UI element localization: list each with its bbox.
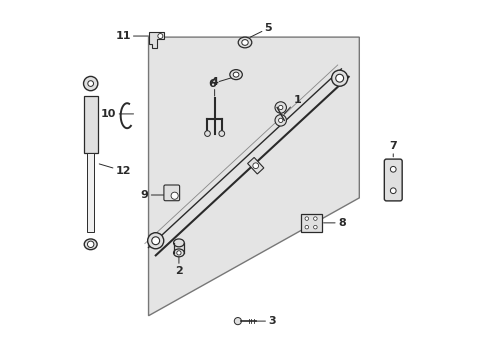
Ellipse shape — [173, 249, 184, 257]
Text: 6: 6 — [209, 77, 232, 89]
Circle shape — [305, 217, 309, 220]
Text: 3: 3 — [256, 316, 276, 326]
Bar — [83, 96, 98, 153]
Text: 2: 2 — [175, 255, 183, 276]
Text: 12: 12 — [99, 164, 131, 176]
Ellipse shape — [152, 237, 160, 245]
FancyBboxPatch shape — [300, 213, 321, 232]
Text: 9: 9 — [141, 190, 164, 200]
Polygon shape — [148, 37, 359, 316]
Circle shape — [177, 251, 181, 255]
Circle shape — [253, 163, 259, 168]
FancyBboxPatch shape — [164, 185, 180, 201]
Text: 4: 4 — [211, 77, 219, 96]
Ellipse shape — [233, 72, 239, 77]
Text: 5: 5 — [250, 23, 272, 37]
Circle shape — [314, 217, 317, 220]
Circle shape — [205, 131, 210, 136]
Text: 7: 7 — [390, 141, 397, 157]
Circle shape — [305, 225, 309, 229]
Bar — [173, 243, 184, 253]
Circle shape — [314, 225, 317, 229]
Text: 1: 1 — [284, 95, 301, 114]
Text: 10: 10 — [101, 109, 134, 119]
Circle shape — [171, 192, 178, 199]
Circle shape — [279, 118, 283, 122]
Polygon shape — [247, 157, 264, 174]
Ellipse shape — [238, 37, 252, 48]
FancyBboxPatch shape — [384, 159, 402, 201]
Circle shape — [83, 76, 98, 91]
Circle shape — [88, 81, 94, 86]
Circle shape — [234, 318, 242, 325]
Circle shape — [219, 131, 224, 136]
Text: 8: 8 — [323, 218, 345, 228]
Ellipse shape — [332, 70, 348, 86]
Ellipse shape — [147, 233, 164, 249]
Text: 11: 11 — [115, 31, 148, 41]
Ellipse shape — [336, 74, 343, 82]
Circle shape — [391, 188, 396, 194]
Polygon shape — [148, 32, 164, 48]
Circle shape — [275, 102, 287, 113]
Ellipse shape — [242, 40, 248, 45]
Circle shape — [275, 114, 287, 126]
Ellipse shape — [84, 239, 97, 249]
Bar — [87, 153, 94, 232]
Ellipse shape — [173, 239, 184, 247]
Circle shape — [279, 105, 283, 110]
Circle shape — [88, 241, 94, 248]
Circle shape — [391, 166, 396, 172]
Ellipse shape — [230, 69, 243, 80]
Circle shape — [158, 33, 163, 39]
